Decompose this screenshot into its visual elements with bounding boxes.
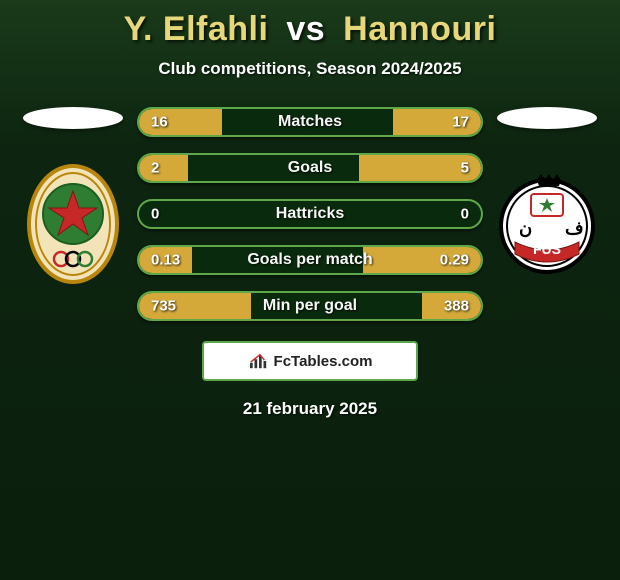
svg-text:ن: ن [519,218,532,238]
bar-value-right: 17 [452,114,469,131]
left-club-crest [23,159,123,289]
main-row: Matches 16 17 Goals 2 5 Hattricks 0 0 Goals per m… [0,107,620,321]
bar-fill-left [139,155,188,181]
subtitle: Club competitions, Season 2024/2025 [158,59,461,79]
bar-value-right: 5 [461,160,469,177]
bar-label: Goals [288,159,332,177]
stat-bar: Min per goal 735 388 [137,291,483,321]
stat-bar: Goals 2 5 [137,153,483,183]
comparison-infographic: Y. Elfahli vs Hannouri Club competitions… [0,0,620,419]
right-club-crest: ن ف FUS [497,159,597,289]
bar-label: Goals per match [247,251,372,269]
page-title: Y. Elfahli vs Hannouri [124,10,497,49]
stat-bars: Matches 16 17 Goals 2 5 Hattricks 0 0 Goals per m… [137,107,483,321]
bar-value-left: 2 [151,160,159,177]
crest-right-svg: ن ف FUS [497,174,597,274]
svg-text:ف: ف [565,218,584,238]
date-text: 21 february 2025 [243,399,377,419]
bar-value-left: 735 [151,298,176,315]
bar-value-left: 16 [151,114,168,131]
player2-name: Hannouri [343,10,496,48]
bar-value-left: 0 [151,206,159,223]
stat-bar: Matches 16 17 [137,107,483,137]
bar-value-right: 0 [461,206,469,223]
stat-bar: Goals per match 0.13 0.29 [137,245,483,275]
bar-label: Hattricks [276,205,344,223]
right-side: ن ف FUS [497,107,597,289]
right-ellipse [497,107,597,129]
left-side [23,107,123,289]
bar-label: Matches [278,113,342,131]
svg-text:FUS: FUS [533,241,561,257]
bar-label: Min per goal [263,297,357,315]
left-ellipse [23,107,123,129]
footer-brand-box: FcTables.com [202,341,418,381]
stat-bar: Hattricks 0 0 [137,199,483,229]
player1-name: Y. Elfahli [124,10,269,48]
footer-brand-text: FcTables.com [274,353,373,370]
chart-icon [248,352,270,370]
bar-value-right: 0.29 [440,252,469,269]
bar-value-left: 0.13 [151,252,180,269]
crest-left-svg [23,159,123,289]
vs-text: vs [286,10,325,48]
bar-value-right: 388 [444,298,469,315]
